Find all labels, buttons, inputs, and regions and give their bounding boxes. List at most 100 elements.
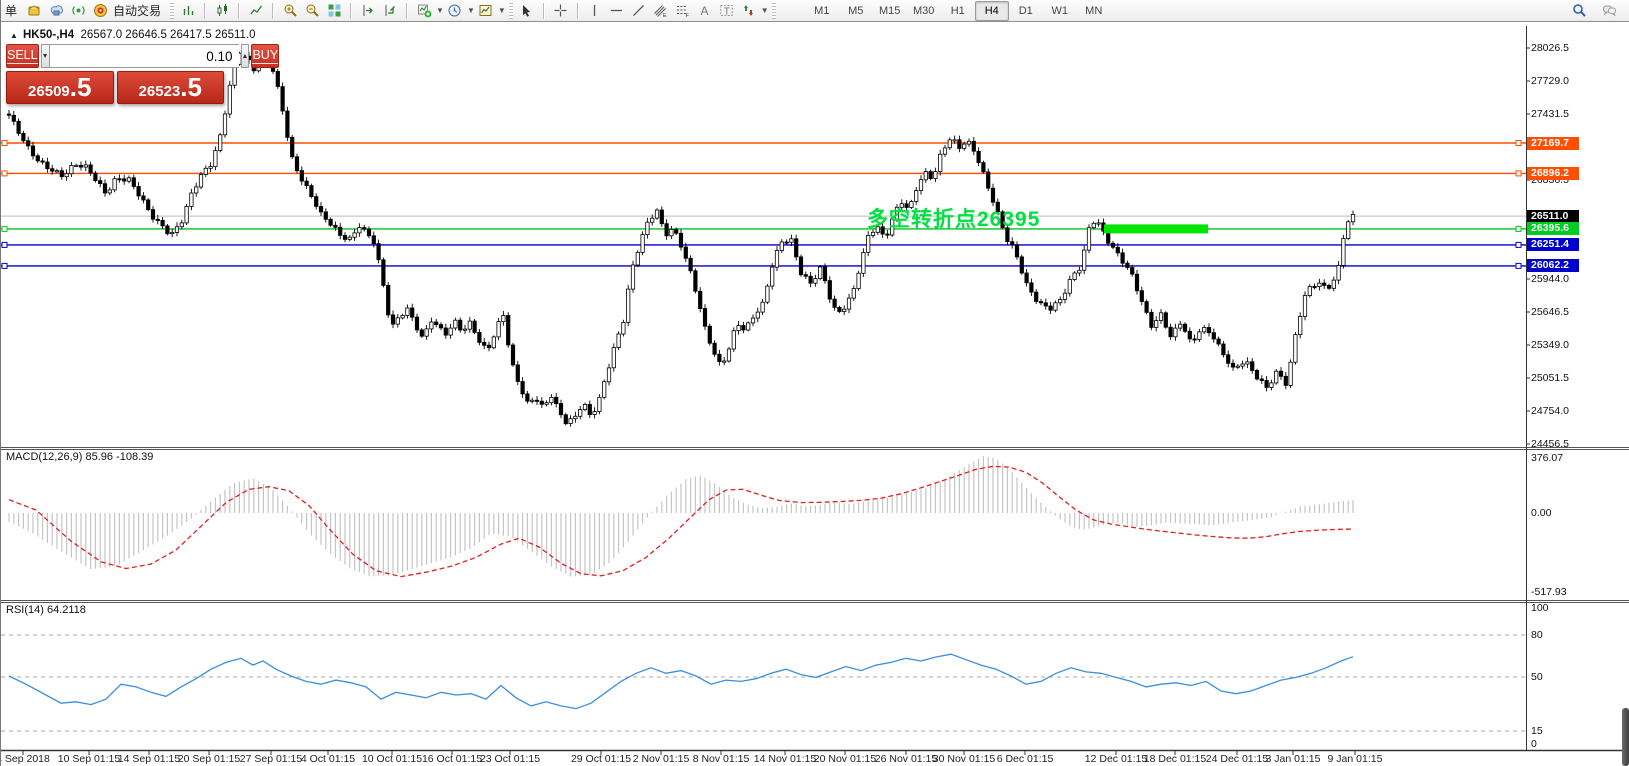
date-tick-label: 9 Jan 01:15 [1327, 753, 1383, 765]
indicator-tick-label: 0 [1531, 738, 1537, 750]
timeframe-h4[interactable]: H4 [974, 0, 1009, 21]
text-label-icon[interactable]: T [716, 1, 738, 21]
date-tick-label: 18 Dec 01:15 [1143, 753, 1207, 765]
date-tick-label: 30 Nov 01:15 [932, 753, 996, 765]
chat-icon[interactable] [1598, 1, 1620, 21]
svg-text:T: T [724, 6, 730, 17]
date-tick-label: 12 Dec 01:15 [1084, 753, 1148, 765]
timeframe-mn[interactable]: MN [1085, 4, 1103, 17]
price-tick-label: 25646.5 [1531, 306, 1569, 318]
cursor-icon[interactable] [516, 1, 538, 21]
date-tick-label: 10 Sep 01:15 [57, 753, 121, 765]
symbol-period: HK50-,H4 [23, 29, 75, 41]
toolbar-separator [350, 2, 353, 19]
arrows-caret[interactable]: ▼ [760, 6, 769, 15]
candlestick-chart-icon[interactable] [211, 1, 233, 21]
crosshair-icon[interactable] [550, 1, 572, 21]
svg-text:E: E [663, 13, 667, 18]
zoom-out-icon[interactable] [301, 1, 323, 21]
buy-price-main: 26523 [138, 83, 181, 100]
arrows-icon[interactable] [738, 1, 760, 21]
indicator-tick-label: 50 [1531, 671, 1543, 683]
equidistant-channel-icon[interactable]: E [650, 1, 672, 21]
ohlc-values: 26567.0 26646.5 26417.5 26511.0 [80, 29, 256, 41]
indicator-tick-label: 0.00 [1531, 507, 1552, 519]
volume-down-button[interactable]: ▼ [40, 44, 50, 68]
rsi-pane-label: RSI(14) 64.2118 [6, 604, 86, 616]
indicator-tick-label: -517.93 [1531, 586, 1567, 598]
auto-scroll-icon[interactable] [357, 1, 379, 21]
vertical-scrollbar-thumb[interactable] [1622, 708, 1629, 766]
date-tick-label: 23 Oct 01:15 [479, 753, 541, 765]
date-tick-label: 16 Oct 01:15 [421, 753, 483, 765]
timeframe-h1[interactable]: H1 [950, 4, 965, 17]
sell-price-display[interactable]: 26509 .5 [6, 71, 114, 104]
volume-up-button[interactable]: ▲ [240, 44, 250, 68]
timeframe-w1[interactable]: W1 [1051, 4, 1068, 17]
horizontal-line-icon[interactable] [606, 1, 628, 21]
price-tick-label: 25944.0 [1531, 273, 1569, 285]
volume-input[interactable] [49, 44, 239, 68]
zoom-in-icon[interactable] [279, 1, 301, 21]
toolbar-grip [508, 2, 513, 19]
buy-price-fraction: .5 [180, 72, 202, 102]
price-tick-label: 24754.0 [1531, 405, 1569, 417]
text-icon[interactable]: A [694, 1, 716, 21]
toolbar-separator [576, 2, 579, 19]
bar-chart-icon[interactable] [177, 1, 199, 21]
timeframe-m15[interactable]: M15 [879, 4, 901, 17]
turning-point-segment [1104, 224, 1208, 234]
add-indicator-caret[interactable]: ▼ [436, 6, 444, 15]
buy-price-display[interactable]: 26523 .5 [116, 71, 224, 104]
signal-icon[interactable] [67, 1, 89, 21]
search-icon[interactable] [1568, 1, 1590, 21]
svg-text:F: F [686, 13, 690, 18]
one-click-trading-panel: SELL ▼ ▲ BUY 26509 .5 26523 .5 [6, 44, 280, 104]
current-price-badge: 26511.0 [1527, 210, 1579, 223]
trendline-icon[interactable] [628, 1, 650, 21]
buy-button[interactable]: BUY [251, 44, 280, 68]
price-tick-label: 25349.0 [1531, 339, 1569, 351]
vertical-line-icon[interactable] [584, 1, 606, 21]
templates-caret[interactable]: ▼ [497, 6, 506, 15]
add-indicator-icon[interactable] [413, 1, 435, 21]
market-watch-icon[interactable] [23, 1, 45, 21]
toolbar-separator [272, 2, 275, 19]
autotrade-button[interactable]: 自动交易 [113, 4, 162, 18]
periods-clock-icon[interactable] [444, 1, 466, 21]
toolbar-grip [170, 2, 175, 19]
line-chart-icon[interactable] [245, 1, 267, 21]
toolbar: 单 自动交易 ▼ ▼ ▼ E F A T ▼ M1 [1, 0, 1629, 22]
timeframe-m1[interactable]: M1 [814, 4, 830, 17]
level-price-badge[interactable]: 26896.2 [1527, 167, 1579, 180]
chart-shift-icon[interactable] [379, 1, 401, 21]
date-tick-label: 6 Dec 01:15 [996, 753, 1054, 765]
timeframe-m5[interactable]: M5 [848, 4, 864, 17]
macd-pane-label: MACD(12,26,9) 85.96 -108.39 [6, 451, 154, 463]
date-tick-label: 4 Oct 01:15 [300, 753, 356, 765]
timeframe-d1[interactable]: D1 [1018, 4, 1033, 17]
autotrade-icon[interactable] [89, 1, 111, 21]
macd-histogram [8, 456, 1354, 577]
indicator-tick-label: 80 [1531, 629, 1543, 641]
rsi-line [8, 653, 1354, 710]
timeframe-m30[interactable]: M30 [913, 4, 935, 17]
level-price-badge[interactable]: 26251.4 [1527, 238, 1579, 251]
indicator-tick-label: 100 [1531, 602, 1549, 614]
cloud-data-icon[interactable] [45, 1, 67, 21]
tile-windows-icon[interactable] [323, 1, 345, 21]
level-price-badge[interactable]: 27169.7 [1527, 137, 1579, 150]
periods-caret[interactable]: ▼ [466, 6, 475, 15]
sell-button[interactable]: SELL [6, 44, 39, 68]
level-price-badge[interactable]: 26062.2 [1527, 259, 1579, 272]
fibonacci-icon[interactable]: F [672, 1, 694, 21]
toolbar-grip [771, 2, 776, 19]
price-tick-label: 24456.5 [1531, 438, 1569, 450]
new-order-button[interactable]: 单 [5, 4, 18, 18]
templates-icon[interactable] [475, 1, 497, 21]
date-tick-label: 14 Nov 01:15 [753, 753, 817, 765]
level-price-badge[interactable]: 26395.6 [1527, 222, 1579, 235]
collapse-panel-arrow[interactable]: ▲ [10, 31, 18, 40]
